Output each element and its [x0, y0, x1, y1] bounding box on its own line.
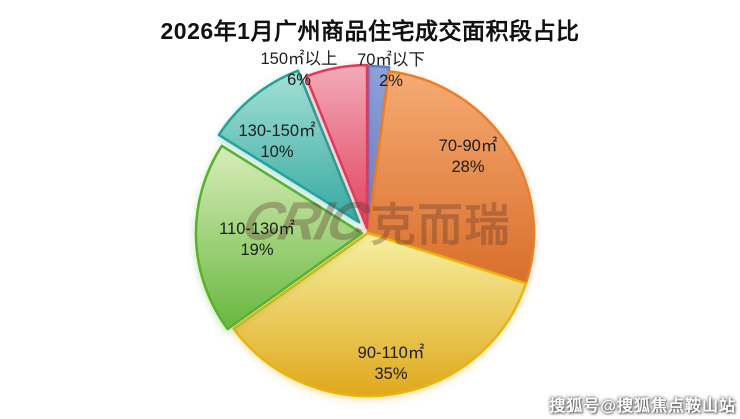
pie-slice-130-150㎡ [217, 69, 361, 224]
souhu-watermark: 搜狐号@搜狐焦点鞍山站 [549, 398, 736, 415]
pie-slice-110-130㎡ [194, 144, 364, 331]
chart-title: 2026年1月广州商品住宅成交面积段占比 [160, 18, 580, 44]
pie-slice-70-90㎡ [366, 70, 536, 285]
pie-slice-90-110㎡ [232, 231, 528, 398]
pie-slice-150㎡以上 [304, 63, 369, 230]
